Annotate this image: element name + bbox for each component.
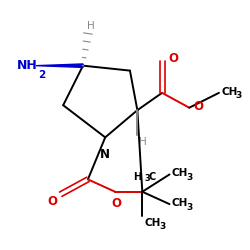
Text: 3: 3 [159, 222, 165, 231]
Text: O: O [193, 100, 203, 113]
Text: 3: 3 [145, 174, 150, 183]
Text: H: H [86, 21, 94, 31]
Text: O: O [47, 196, 57, 208]
Text: CH: CH [145, 218, 161, 228]
Text: H: H [133, 172, 141, 182]
Text: CH: CH [222, 87, 238, 97]
Text: H: H [138, 137, 146, 147]
Text: 3: 3 [186, 202, 192, 211]
Text: NH: NH [16, 59, 37, 72]
Text: O: O [111, 197, 121, 210]
Text: CH: CH [172, 168, 188, 178]
Text: N: N [100, 148, 110, 162]
Text: 2: 2 [38, 70, 46, 80]
Text: 3: 3 [186, 173, 192, 182]
Text: 3: 3 [236, 91, 242, 100]
Text: CH: CH [172, 198, 188, 208]
Polygon shape [36, 64, 83, 68]
Text: O: O [168, 52, 178, 65]
Text: C: C [148, 172, 156, 182]
